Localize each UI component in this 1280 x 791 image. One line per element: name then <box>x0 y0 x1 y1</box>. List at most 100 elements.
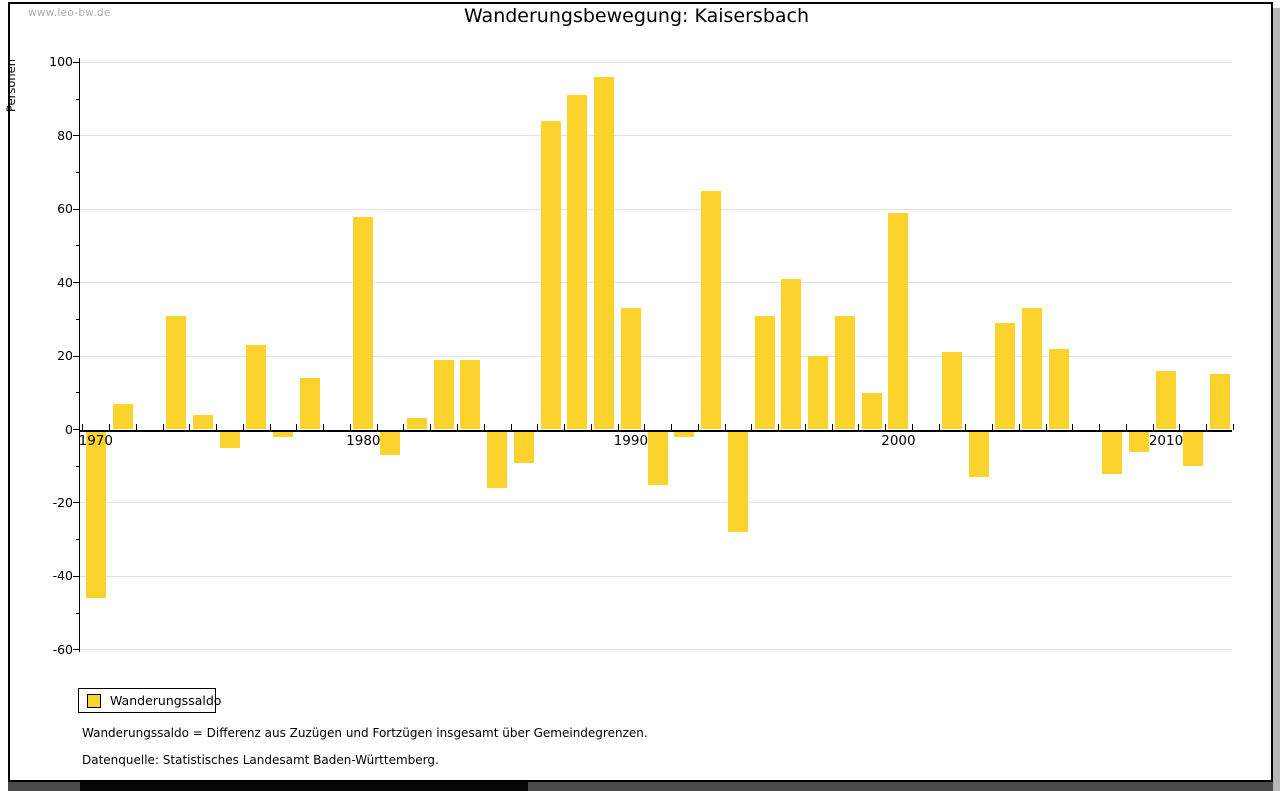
bar-1993[interactable] <box>701 190 722 430</box>
bar-2005[interactable] <box>1022 308 1043 430</box>
x-tick-19 <box>590 423 592 430</box>
window-border-right <box>1271 2 1273 791</box>
bar-1998[interactable] <box>834 315 855 430</box>
bar-1989[interactable] <box>594 76 615 430</box>
x-tick-11 <box>376 423 378 430</box>
gridline--60 <box>80 649 1232 651</box>
x-tick-label-1970: 1970 <box>78 433 113 449</box>
bar-1995[interactable] <box>754 315 775 430</box>
bar-1971[interactable] <box>112 403 133 430</box>
bar-1987[interactable] <box>540 121 561 430</box>
bar-1990[interactable] <box>620 308 641 430</box>
gridline-60 <box>80 208 1232 210</box>
bar-1976[interactable] <box>246 345 267 430</box>
bar-2009[interactable] <box>1129 431 1150 452</box>
bar-1999[interactable] <box>861 392 882 430</box>
bar-1980[interactable] <box>353 216 374 430</box>
x-tick-41 <box>1179 423 1181 430</box>
y-minor-tick-50 <box>76 245 80 247</box>
bar-1983[interactable] <box>433 359 454 430</box>
y-tick-label-20: 20 <box>57 348 73 364</box>
x-tick-20 <box>617 423 619 430</box>
bar-2000[interactable] <box>888 212 909 430</box>
x-tick-40 <box>1152 423 1154 430</box>
x-tick-7 <box>269 423 271 430</box>
bar-1977[interactable] <box>273 431 294 437</box>
bar-1974[interactable] <box>192 414 213 430</box>
x-axis-baseline <box>78 429 1232 432</box>
y-tick-40 <box>73 282 80 284</box>
y-tick-80 <box>73 135 80 137</box>
x-tick-25 <box>751 423 753 430</box>
bar-1984[interactable] <box>460 359 481 430</box>
bar-1988[interactable] <box>567 95 588 430</box>
bar-2003[interactable] <box>968 431 989 478</box>
bar-1991[interactable] <box>647 431 668 485</box>
x-tick-8 <box>296 423 298 430</box>
y-tick-label-0: 0 <box>65 421 73 437</box>
y-tick--20 <box>73 502 80 504</box>
x-tick-38 <box>1099 423 1101 430</box>
x-tick-label-2010: 2010 <box>1148 433 1184 449</box>
bar-2012[interactable] <box>1209 374 1230 430</box>
bar-2004[interactable] <box>995 323 1016 430</box>
y-minor-tick-90 <box>76 98 80 100</box>
x-tick-13 <box>430 423 432 430</box>
x-tick-22 <box>671 423 673 430</box>
bar-1973[interactable] <box>166 315 187 430</box>
y-tick-0 <box>73 429 80 430</box>
x-tick-label-1980: 1980 <box>346 433 381 449</box>
x-tick-31 <box>911 423 913 430</box>
y-minor-tick--10 <box>76 465 80 467</box>
x-tick-15 <box>483 423 485 430</box>
bar-2008[interactable] <box>1102 431 1123 474</box>
x-tick-35 <box>1018 423 1020 430</box>
bar-2010[interactable] <box>1156 370 1176 430</box>
y-tick-label-80: 80 <box>57 127 73 143</box>
bar-1981[interactable] <box>380 431 401 456</box>
scrollbar-thumb[interactable] <box>80 782 528 791</box>
bar-1982[interactable] <box>406 418 427 430</box>
x-tick-34 <box>992 423 994 430</box>
x-tick-39 <box>1125 423 1127 430</box>
y-minor-tick-30 <box>76 318 80 320</box>
bottom-scrollbar[interactable] <box>8 780 1273 791</box>
bar-1997[interactable] <box>808 356 829 430</box>
x-tick-0 <box>82 423 84 430</box>
x-tick-4 <box>189 423 191 430</box>
y-tick-label-100: 100 <box>49 54 73 70</box>
bar-1986[interactable] <box>513 431 534 463</box>
bar-1970[interactable] <box>85 431 106 599</box>
x-tick-30 <box>885 423 887 430</box>
y-tick-20 <box>73 355 80 357</box>
bar-2006[interactable] <box>1048 348 1069 430</box>
x-tick-18 <box>564 423 565 430</box>
x-tick-label-1990: 1990 <box>613 433 649 449</box>
x-tick-37 <box>1072 423 1074 430</box>
y-tick-label-60: 60 <box>57 201 73 217</box>
x-tick-6 <box>242 423 244 430</box>
bar-2011[interactable] <box>1182 431 1203 467</box>
bar-1994[interactable] <box>727 431 748 533</box>
bar-1978[interactable] <box>299 378 320 430</box>
bar-2002[interactable] <box>941 352 962 430</box>
x-tick-5 <box>216 423 218 430</box>
x-tick-14 <box>456 423 458 430</box>
window-border-top <box>8 2 1273 4</box>
x-tick-10 <box>349 423 351 430</box>
bar-1996[interactable] <box>781 278 802 430</box>
x-tick-2 <box>135 423 137 430</box>
y-minor-tick--50 <box>76 612 80 614</box>
legend-label: Wanderungssaldo <box>110 693 222 708</box>
x-tick-1 <box>109 423 111 430</box>
x-tick-23 <box>697 423 699 430</box>
y-tick-label-40: 40 <box>57 274 73 290</box>
y-tick--60 <box>73 649 80 651</box>
y-tick-label--60: -60 <box>52 641 73 657</box>
bar-1985[interactable] <box>487 431 508 489</box>
y-minor-tick-10 <box>76 392 80 394</box>
bar-1975[interactable] <box>219 431 240 448</box>
gridline-100 <box>80 61 1232 63</box>
bar-1992[interactable] <box>674 431 695 437</box>
